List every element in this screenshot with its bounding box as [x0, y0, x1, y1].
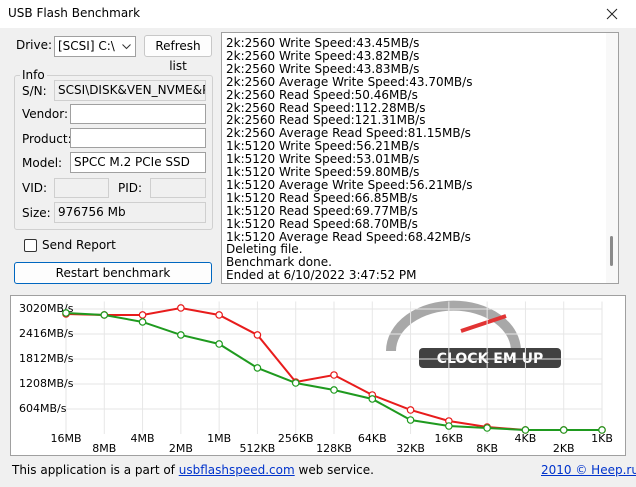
x-tick-label: 512KB: [240, 442, 276, 455]
y-tick-label: 604MB/s: [19, 402, 67, 415]
data-point: [215, 340, 223, 348]
data-point: [62, 309, 70, 317]
send-report-label: Send Report: [42, 238, 116, 252]
log-line: Deleting file.: [226, 242, 303, 257]
data-point: [406, 416, 415, 424]
x-tick-label: 32KB: [396, 442, 425, 455]
log-line: 1k:5120 Read Speed:66.85MB/s: [226, 190, 418, 205]
log-line: 2k:2560 Write Speed:43.82MB/s: [226, 48, 420, 63]
log-line: 2k:2560 Write Speed:43.83MB/s: [226, 61, 420, 76]
chart: CLOCK EM UP 604MB/s1208MB/s1812MB/s2416M…: [10, 295, 626, 456]
footer-link[interactable]: usbflashspeed.com: [178, 463, 295, 477]
close-button[interactable]: [606, 8, 618, 20]
refresh-button[interactable]: Refresh list: [144, 35, 212, 73]
data-point: [483, 424, 491, 432]
pid-label: PID:: [118, 181, 143, 195]
size-label: Size:: [22, 206, 51, 220]
log-line: 2k:2560 Average Write Speed:43.70MB/s: [226, 74, 473, 89]
data-point: [177, 304, 185, 312]
x-tick-label: 16KB: [434, 432, 463, 445]
log-line: 2k:2560 Read Speed:50.46MB/s: [226, 87, 418, 102]
data-point: [559, 426, 568, 434]
title-bar: [0, 0, 636, 28]
x-tick-label: 1MB: [207, 432, 231, 445]
x-tick-label: 1KB: [591, 432, 613, 445]
footer-after: web service.: [298, 463, 374, 477]
x-tick-label: 8MB: [92, 442, 116, 455]
y-tick-label: 1812MB/s: [19, 352, 74, 365]
sn-label: S/N:: [22, 84, 47, 98]
x-tick-label: 4MB: [131, 432, 155, 445]
product-label: Product:: [22, 132, 72, 146]
data-point: [445, 422, 453, 430]
log-line: 1k:5120 Write Speed:59.80MB/s: [226, 165, 420, 179]
y-tick-label: 1208MB/s: [19, 377, 74, 390]
data-point: [138, 311, 147, 319]
log-line: 1k:5120 Write Speed:56.21MB/s: [226, 139, 420, 154]
log-line: 1k:5120 Read Speed:68.70MB/s: [226, 216, 418, 231]
drive-label: Drive:: [16, 38, 53, 52]
data-point: [291, 379, 300, 387]
data-point: [253, 364, 262, 372]
data-point: [177, 331, 185, 339]
log-line: 1k:5120 Write Speed:53.01MB/s: [226, 152, 420, 167]
model-label: Model:: [22, 156, 63, 170]
product-field: [70, 128, 206, 148]
data-point: [330, 386, 338, 394]
send-report-checkbox[interactable]: [24, 239, 37, 252]
vid-field: [54, 178, 109, 198]
data-point: [598, 426, 606, 434]
sn-field: SCSI\DISK&VEN_NVME&PRO: [54, 80, 206, 101]
x-tick-label: 4KB: [515, 432, 537, 445]
dropdown-arrow: [122, 44, 131, 50]
log-line: Ended at 6/10/2022 3:47:52 PM: [226, 268, 417, 283]
footer-before: This application is a part of: [12, 463, 175, 477]
pid-field: [150, 178, 206, 198]
copyright-link[interactable]: 2010 © Heep.ru: [541, 463, 636, 477]
data-point: [253, 331, 262, 339]
log-line: 2k:2560 Read Speed:121.31MB/s: [226, 113, 426, 128]
footer-text: This application is a part of usbflashsp…: [12, 463, 374, 477]
x-tick-label: 2KB: [553, 442, 575, 455]
data-point: [330, 371, 338, 379]
data-point: [100, 311, 109, 319]
model-field: SPCC M.2 PCIe SSD: [70, 152, 206, 173]
log-box: 2k:2560 Write Speed:43.45MB/s 2k:2560 Wri…: [221, 32, 619, 284]
window-title: USB Flash Benchmark: [8, 6, 141, 20]
scroll-thumb[interactable]: [610, 236, 613, 266]
x-tick-label: 16MB: [50, 432, 81, 445]
info-group: [14, 75, 213, 230]
log-line: 2k:2560 Average Read Speed:81.15MB/s: [226, 126, 471, 141]
log-line: 2k:2560 Write Speed:43.45MB/s: [226, 36, 420, 50]
x-tick-label: 128KB: [316, 442, 352, 455]
drive-value: [SCSI] C:\: [58, 39, 115, 53]
log-line: 2k:2560 Read Speed:112.28MB/s: [226, 100, 426, 115]
scrollbar[interactable]: [606, 33, 618, 283]
x-tick-label: 256KB: [278, 432, 314, 445]
data-point: [406, 406, 415, 414]
info-label: Info: [20, 68, 47, 82]
x-tick-label: 8KB: [476, 442, 498, 455]
data-point: [215, 311, 223, 319]
log-line: 1k:5120 Average Write Speed:56.21MB/s: [226, 177, 473, 192]
vendor-field: [70, 104, 206, 124]
log-line: Benchmark done.: [226, 255, 332, 270]
vendor-label: Vendor:: [22, 107, 68, 121]
x-tick-label: 2MB: [169, 442, 193, 455]
data-point: [521, 426, 530, 434]
y-tick-label: 2416MB/s: [19, 327, 74, 340]
x-tick-label: 64KB: [358, 432, 387, 445]
log-line: 1k:5120 Read Speed:69.77MB/s: [226, 203, 418, 218]
y-tick-label: 3020MB/s: [19, 302, 74, 315]
data-point: [138, 318, 147, 326]
log-line: 1k:5120 Average Read Speed:68.42MB/s: [226, 229, 471, 244]
vid-label: VID:: [22, 181, 48, 195]
restart-button[interactable]: Restart benchmark: [14, 262, 212, 284]
size-field: 976756 Mb: [54, 202, 206, 223]
drive-select[interactable]: [SCSI] C:\: [54, 36, 136, 57]
data-point: [368, 395, 377, 403]
